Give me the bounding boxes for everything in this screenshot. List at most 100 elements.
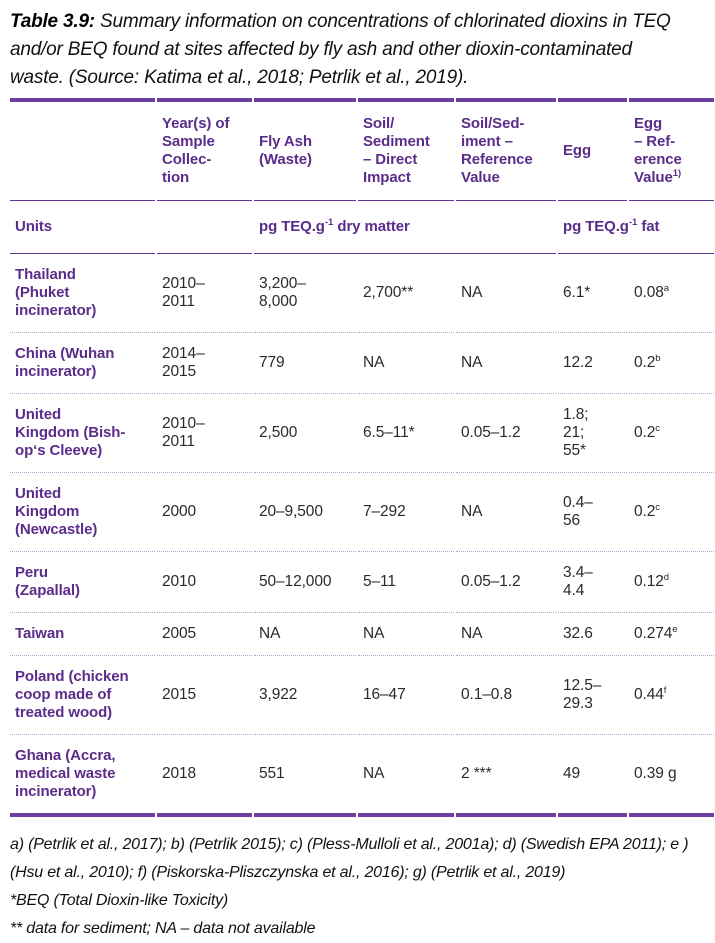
footnote-beq: *BEQ (Total Dioxin-like Toxicity) <box>10 892 229 909</box>
header-egg-ref: Egg – Ref- erence Value1) <box>629 98 714 201</box>
egg-ref-footnote-marker: b <box>655 352 661 364</box>
row-location: United Kingdom (Newcastle) <box>10 473 155 552</box>
cell-soil-direct: NA <box>358 613 454 656</box>
cell-soil-ref: NA <box>456 333 556 394</box>
header-fly-ash: Fly Ash (Waste) <box>254 98 356 201</box>
units-dry-post: dry matter <box>333 218 410 235</box>
cell-fly-ash: 50–12,000 <box>254 552 356 613</box>
egg-ref-footnote-marker: a <box>663 282 670 294</box>
row-location: Taiwan <box>10 613 155 656</box>
cell-soil-direct: NA <box>358 735 454 817</box>
cell-egg: 12.2 <box>558 333 627 394</box>
cell-egg-ref: 0.2c <box>629 473 714 552</box>
cell-soil-ref: NA <box>456 254 556 333</box>
header-year: Year(s) of Sample Collec- tion <box>157 98 252 201</box>
table-row-uk-bishops-cleeve: United Kingdom (Bish- op‘s Cleeve) 2010–… <box>10 394 714 473</box>
units-dry-pre: pg TEQ.g <box>259 218 325 235</box>
cell-soil-ref: NA <box>456 473 556 552</box>
header-soil-direct: Soil/ Sediment – Direct Impact <box>358 98 454 201</box>
dioxin-summary-table: Year(s) of Sample Collec- tion Fly Ash (… <box>8 98 715 817</box>
header-soil-ref: Soil/Sed- iment – Reference Value <box>456 98 556 201</box>
egg-ref-footnote-marker: c <box>655 501 660 513</box>
cell-fly-ash: 20–9,500 <box>254 473 356 552</box>
cell-egg-ref: 0.2b <box>629 333 714 394</box>
cell-egg: 32.6 <box>558 613 627 656</box>
cell-egg-ref: 0.12d <box>629 552 714 613</box>
cell-egg-ref: 0.274e <box>629 613 714 656</box>
egg-ref-footnote-marker: d <box>663 571 670 583</box>
header-egg-ref-text: Egg – Ref- erence Value <box>634 115 682 186</box>
footnotes: a) (Petrlik et al., 2017); b) (Petrlik 2… <box>10 831 700 943</box>
egg-ref-footnote-marker: c <box>655 422 660 434</box>
footnote-references: a) (Petrlik et al., 2017); b) (Petrlik 2… <box>10 836 689 881</box>
units-row: Units pg TEQ.g-1 dry matter pg TEQ.g-1 f… <box>10 201 714 254</box>
cell-soil-direct: 7–292 <box>358 473 454 552</box>
header-egg: Egg <box>558 98 627 201</box>
table-row-ghana: Ghana (Accra, medical waste incinerator)… <box>10 735 714 817</box>
row-location: China (Wuhan incinerator) <box>10 333 155 394</box>
cell-egg: 12.5– 29.3 <box>558 656 627 735</box>
cell-soil-direct: 2,700** <box>358 254 454 333</box>
units-dry-matter: pg TEQ.g-1 dry matter <box>254 201 556 254</box>
table-caption-text: Summary information on concentrations of… <box>10 11 671 88</box>
cell-egg: 1.8; 21; 55* <box>558 394 627 473</box>
row-location: Thailand (Phuket incinerator) <box>10 254 155 333</box>
cell-soil-ref: 0.05–1.2 <box>456 394 556 473</box>
table-row-peru: Peru (Zapallal) 2010 50–12,000 5–11 0.05… <box>10 552 714 613</box>
units-fat-post: fat <box>637 218 660 235</box>
cell-egg-ref: 0.39 g <box>629 735 714 817</box>
cell-year: 2000 <box>157 473 252 552</box>
cell-soil-ref: NA <box>456 613 556 656</box>
cell-fly-ash: 3,200– 8,000 <box>254 254 356 333</box>
header-egg-ref-footnote-marker: 1) <box>672 168 682 179</box>
cell-soil-direct: NA <box>358 333 454 394</box>
cell-fly-ash: NA <box>254 613 356 656</box>
header-row: Year(s) of Sample Collec- tion Fly Ash (… <box>10 98 714 201</box>
cell-year: 2010 <box>157 552 252 613</box>
table-row-poland: Poland (chicken coop made of treated woo… <box>10 656 714 735</box>
cell-soil-ref: 0.1–0.8 <box>456 656 556 735</box>
table-caption: Table 3.9: Summary information on concen… <box>10 8 686 92</box>
row-location: Ghana (Accra, medical waste incinerator) <box>10 735 155 817</box>
units-label: Units <box>10 201 155 254</box>
cell-year: 2015 <box>157 656 252 735</box>
cell-soil-direct: 16–47 <box>358 656 454 735</box>
table-row-thailand: Thailand (Phuket incinerator) 2010– 2011… <box>10 254 714 333</box>
cell-soil-direct: 6.5–11* <box>358 394 454 473</box>
row-location: Peru (Zapallal) <box>10 552 155 613</box>
egg-ref-value: 0.2 <box>634 354 656 371</box>
units-spacer <box>157 201 252 254</box>
footnote-sediment-na: ** data for sediment; NA – data not avai… <box>10 920 316 937</box>
cell-fly-ash: 551 <box>254 735 356 817</box>
units-dry-sup: -1 <box>324 217 334 228</box>
egg-ref-value: 0.2 <box>634 503 656 520</box>
egg-ref-value: 0.08 <box>634 284 664 301</box>
cell-fly-ash: 2,500 <box>254 394 356 473</box>
row-location: United Kingdom (Bish- op‘s Cleeve) <box>10 394 155 473</box>
cell-fly-ash: 3,922 <box>254 656 356 735</box>
cell-egg: 49 <box>558 735 627 817</box>
table-row-taiwan: Taiwan 2005 NA NA NA 32.6 0.274e <box>10 613 714 656</box>
cell-egg-ref: 0.44f <box>629 656 714 735</box>
cell-year: 2010– 2011 <box>157 254 252 333</box>
egg-ref-value: 0.44 <box>634 686 664 703</box>
cell-egg-ref: 0.2c <box>629 394 714 473</box>
cell-soil-direct: 5–11 <box>358 552 454 613</box>
units-fat-sup: -1 <box>628 217 638 228</box>
cell-egg: 3.4– 4.4 <box>558 552 627 613</box>
egg-ref-footnote-marker: f <box>663 684 667 696</box>
egg-ref-value: 0.39 g <box>634 765 677 782</box>
cell-year: 2018 <box>157 735 252 817</box>
cell-soil-ref: 0.05–1.2 <box>456 552 556 613</box>
table-row-china: China (Wuhan incinerator) 2014– 2015 779… <box>10 333 714 394</box>
egg-ref-value: 0.2 <box>634 424 656 441</box>
egg-ref-value: 0.274 <box>634 625 673 642</box>
cell-year: 2014– 2015 <box>157 333 252 394</box>
table-caption-label: Table 3.9: <box>10 11 95 32</box>
table-row-uk-newcastle: United Kingdom (Newcastle) 2000 20–9,500… <box>10 473 714 552</box>
cell-year: 2010– 2011 <box>157 394 252 473</box>
cell-year: 2005 <box>157 613 252 656</box>
row-location: Poland (chicken coop made of treated woo… <box>10 656 155 735</box>
cell-fly-ash: 779 <box>254 333 356 394</box>
cell-egg: 6.1* <box>558 254 627 333</box>
